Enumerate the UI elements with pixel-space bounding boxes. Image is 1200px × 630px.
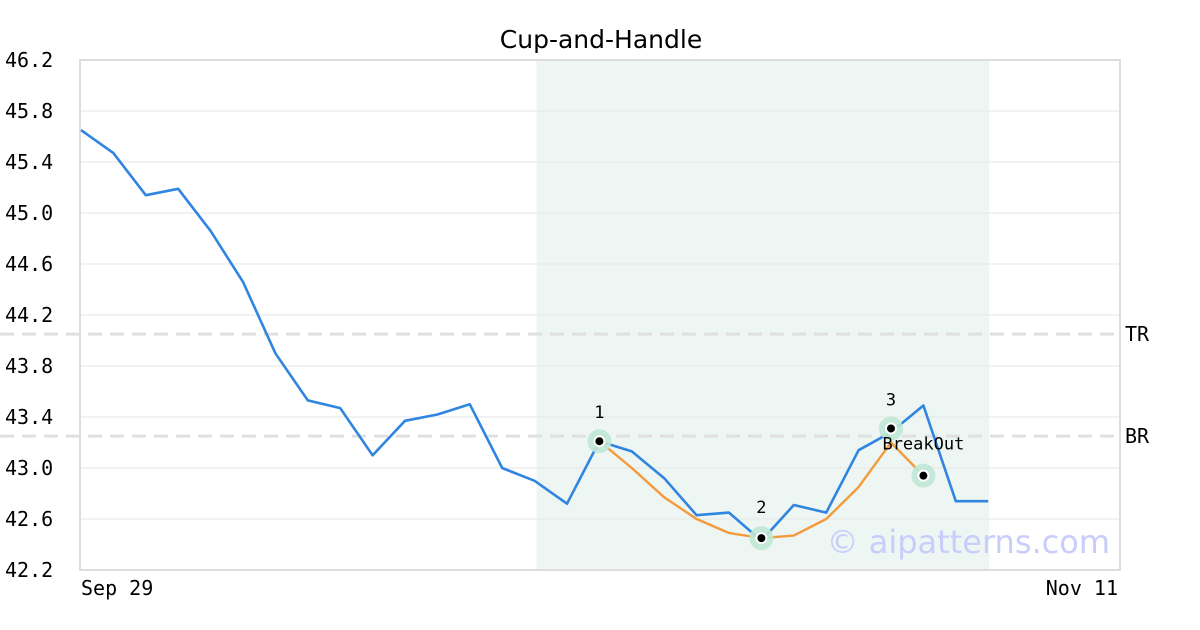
y-tick-label: 42.6 (5, 507, 53, 531)
y-tick-label: 43.0 (5, 456, 53, 480)
y-tick-label: 44.6 (5, 252, 53, 276)
y-tick-label: 42.2 (5, 558, 53, 582)
x-tick-label-end: Nov 11 (1046, 576, 1118, 600)
level-label-tr: TR (1125, 322, 1150, 346)
point-marker (755, 532, 768, 545)
watermark: © aipatterns.com (827, 523, 1110, 561)
y-tick-label: 45.8 (5, 99, 53, 123)
y-tick-label: 46.2 (5, 48, 53, 72)
point-marker (593, 435, 606, 448)
point-marker (917, 469, 930, 482)
price-line (80, 129, 989, 543)
point-label: 2 (756, 498, 766, 518)
point-label: 1 (594, 403, 604, 423)
y-tick-label: 43.4 (5, 405, 53, 429)
point-label: 3 (886, 390, 896, 410)
y-tick-label: 45.0 (5, 201, 53, 225)
y-tick-label: 45.4 (5, 150, 53, 174)
point-marker (885, 422, 897, 435)
plot-frame (79, 59, 1121, 571)
point-label: BreakOut (882, 435, 964, 455)
chart-title: Cup-and-Handle (500, 25, 702, 54)
x-tick-label-start: Sep 29 (81, 576, 153, 600)
y-tick-label: 43.8 (5, 354, 53, 378)
level-label-br: BR (1125, 424, 1150, 448)
y-tick-label: 44.2 (5, 303, 53, 327)
